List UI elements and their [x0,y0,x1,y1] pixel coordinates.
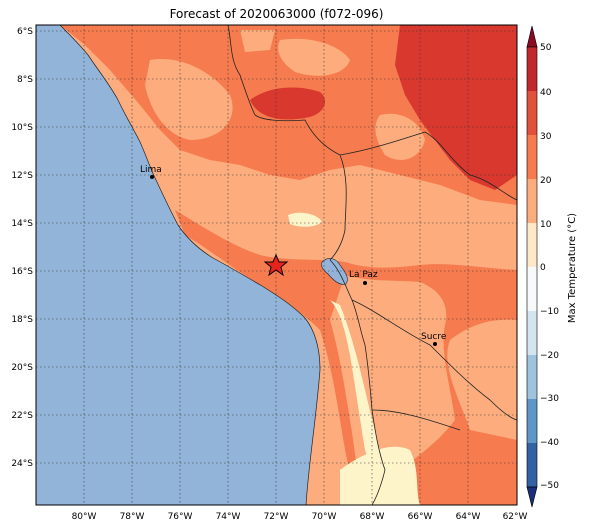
colorbar-band [527,399,537,444]
ocean [36,25,321,505]
land-temp-20-30-patch-4 [240,30,275,52]
colorbar-ticks: 50 40 30 20 10 0 −10 −20 −30 −40 −50 [540,43,559,491]
colorbar-tick-label: −20 [540,351,559,361]
lat-label: 18°S [11,315,33,325]
city-label-lima: Lima [140,165,162,175]
city-label-la-paz: La Paz [349,270,378,280]
lon-label: 66°W [408,512,433,522]
colorbar-band [527,267,537,312]
colorbar-band [527,443,537,488]
lon-label: 72°W [264,512,289,522]
star-marker-icon [263,253,289,277]
lat-label: 24°S [11,459,33,469]
lat-label: 20°S [11,363,33,373]
lat-label: 10°S [11,123,33,133]
lat-label: 22°S [11,411,33,421]
colorbar-band [527,311,537,356]
colorbar-label: Max Temperature (°C) [567,213,578,323]
city-la-paz: La Paz [349,270,378,285]
map-plot-area: Lima La Paz Sucre [36,25,517,505]
land-temp-10-20-altiplano [330,300,385,474]
colorbar-tick-label: −50 [540,481,559,491]
colorbar-band [527,135,537,180]
colorbar-band [527,47,537,92]
colorbar-tick-label: 10 [540,220,552,230]
city-marker [150,175,154,179]
latitude-labels: 6°S 8°S 10°S 12°S 14°S 16°S 18°S 20°S 22… [11,27,33,469]
lon-label: 64°W [456,512,481,522]
lat-label: 12°S [11,171,33,181]
city-label-sucre: Sucre [421,332,447,342]
lat-label: 16°S [11,267,33,277]
colorbar-tick-label: 0 [540,263,546,273]
colorbar-tick-label: 20 [540,176,552,186]
lon-label: 74°W [216,512,241,522]
lat-label: 8°S [17,75,33,85]
colorbar [526,25,538,508]
lat-label: 14°S [11,219,33,229]
lat-label: 6°S [17,27,33,37]
lon-label: 70°W [312,512,337,522]
colorbar-band [527,355,537,400]
colorbar-tick-label: −30 [540,394,559,404]
land-temp-20-30-patch-1 [145,59,233,140]
land-temp-40-50-center [250,87,325,120]
colorbar-tick-label: 40 [540,88,552,98]
lon-label: 80°W [72,512,97,522]
colorbar-band [527,223,537,268]
land-temp-10-20-south [340,446,420,505]
land-temp-20-30-patch-2 [278,38,350,76]
lon-label: 62°W [503,512,528,522]
country-borders [227,25,517,505]
city-marker [433,342,437,346]
lon-label: 76°W [168,512,193,522]
colorbar-band [527,91,537,136]
city-lima: Lima [140,165,162,179]
city-sucre: Sucre [421,332,447,346]
colorbar-band [527,179,537,224]
longitude-labels: 80°W 78°W 76°W 74°W 72°W 70°W 68°W 66°W … [72,512,528,522]
lon-label: 78°W [120,512,145,522]
colorbar-tick-label: 50 [540,43,552,53]
colorbar-tick-label: −40 [540,438,559,448]
gridlines [36,25,517,505]
lon-label: 68°W [360,512,385,522]
city-marker [363,281,367,285]
colorbar-frame [526,46,538,488]
colorbar-tick-label: 30 [540,132,552,142]
land-temp-40-50-northeast [395,25,517,190]
colorbar-extend-min [526,486,538,508]
colorbar-tick-label: −10 [540,307,559,317]
map-frame [35,24,518,506]
colorbar-extend-max [526,25,538,48]
land-temp-20-30-patch-3 [375,113,425,160]
map-title: Forecast of 2020063000 (f072-096) [169,7,384,21]
